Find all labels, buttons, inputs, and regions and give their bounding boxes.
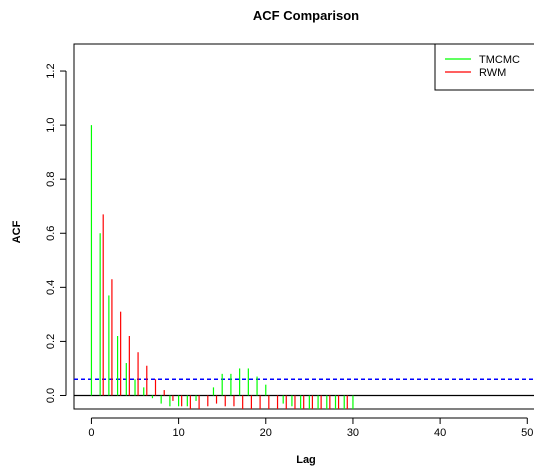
y-tick-label: 0.2	[45, 334, 57, 349]
x-tick-label: 0	[88, 427, 94, 439]
y-tick-label: 0.6	[45, 226, 57, 241]
y-tick-label: 0.8	[45, 172, 57, 187]
y-tick-label: 1.0	[45, 117, 57, 132]
plot-frame	[73, 43, 534, 410]
legend-label-rwm: RWM	[479, 67, 506, 79]
y-tick-label: 0.0	[45, 388, 57, 403]
x-tick-label: 20	[260, 427, 272, 439]
chart-title: ACF Comparison	[253, 8, 359, 23]
y-axis-label: ACF	[11, 220, 23, 243]
x-tick-label: 30	[347, 427, 359, 439]
x-tick-label: 40	[434, 427, 446, 439]
legend-label-tmcmc: TMCMC	[479, 54, 520, 66]
x-tick-label: 10	[172, 427, 184, 439]
y-tick-label: 1.2	[45, 63, 57, 78]
x-axis-label: Lag	[296, 454, 316, 466]
legend-box	[434, 43, 534, 91]
x-tick-label: 50	[521, 427, 533, 439]
y-tick-label: 0.4	[45, 280, 57, 295]
